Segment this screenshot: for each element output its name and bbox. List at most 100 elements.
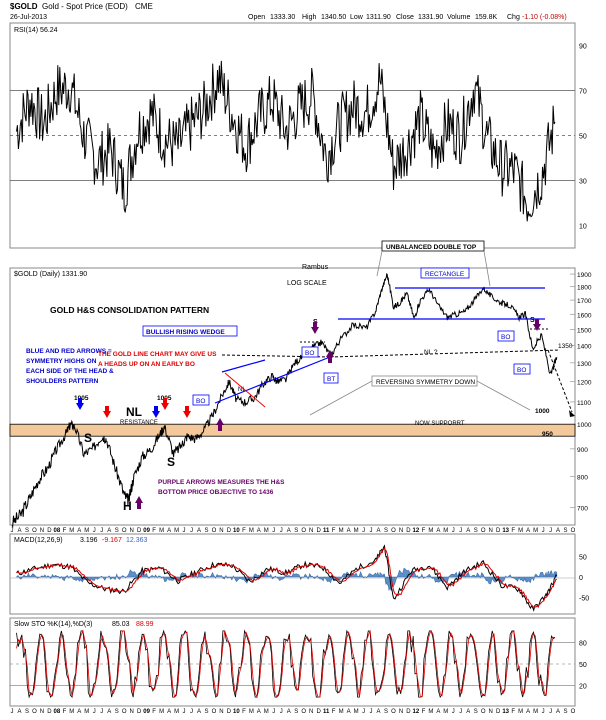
price-x-tick-69: A xyxy=(526,528,530,534)
sto-x-tick-4: N xyxy=(40,709,44,715)
sto-x-tick-11: J xyxy=(93,709,96,715)
small-wedge-red-line xyxy=(224,372,266,408)
low-label: Low xyxy=(350,14,364,21)
blue-arrow-right-1-stem xyxy=(154,406,158,412)
wedge-label: BULLISH RISING WEDGE xyxy=(146,329,225,336)
sto-x-tick-61: A xyxy=(466,709,470,715)
macd-tick-label-1: 0 xyxy=(579,575,583,582)
red-arrow-left xyxy=(103,411,111,418)
price-x-tick-41: D xyxy=(317,528,322,534)
sto-legend-label: Slow STO %K(14),%D(3) xyxy=(14,621,92,628)
price-tick-label-4: 1100 xyxy=(577,400,591,407)
price-x-tick-5: D xyxy=(47,528,52,534)
rsi-legend: RSI(14) 56.24 xyxy=(14,27,58,34)
gold-line-note: THE GOLD LINE CHART MAY GIVE US A HEADS … xyxy=(98,351,218,368)
bo-label-3: BO xyxy=(501,334,510,341)
sto-x-tick-69: A xyxy=(526,709,530,715)
price-x-tick-43: F xyxy=(332,528,336,534)
sto-k-value: 85.03 xyxy=(112,621,130,628)
price-x-tick-72: J xyxy=(549,528,552,534)
sto-tick-label-0: 20 xyxy=(579,684,587,691)
price-x-tick-47: J xyxy=(362,528,365,534)
price-x-tick-60: J xyxy=(459,528,462,534)
price-x-tick-62: S xyxy=(474,528,478,534)
red-arrow-right-2 xyxy=(183,411,191,418)
price-x-tick-31: F xyxy=(242,528,246,534)
price-x-tick-9: A xyxy=(77,528,81,534)
sto-x-tick-20: M xyxy=(159,709,164,715)
wedge-lower-line xyxy=(214,356,331,404)
sto-x-tick-6: 08 xyxy=(54,709,61,715)
price-x-tick-68: M xyxy=(518,528,523,534)
price-title: $GOLD (Daily) 1331.90 xyxy=(14,271,87,278)
sto-x-tick-64: N xyxy=(489,709,493,715)
sto-x-tick-0: J xyxy=(11,709,14,715)
bo-box-3 xyxy=(497,330,515,342)
sto-x-tick-19: F xyxy=(152,709,156,715)
bo-label-4: BO xyxy=(517,367,526,374)
sto-x-tick-25: A xyxy=(197,709,201,715)
rsi-tick-label-0: 10 xyxy=(579,224,587,231)
exchange: CME xyxy=(135,2,153,11)
price-x-tick-37: A xyxy=(287,528,291,534)
level-1000: 1000 xyxy=(535,408,550,415)
macd-value: 3.196 xyxy=(80,537,98,544)
resistance-label: RESISTANCE xyxy=(120,420,158,426)
now-support-label: NOW SUPPORRT xyxy=(415,421,465,427)
price-x-tick-61: A xyxy=(466,528,470,534)
purple-arrow-top xyxy=(311,327,319,334)
sto-d-line xyxy=(16,629,556,699)
price-panel xyxy=(9,267,576,526)
price-x-tick-6: 08 xyxy=(54,528,61,534)
sto-x-tick-74: S xyxy=(563,709,567,715)
purple-arrow-breakout xyxy=(216,418,224,425)
open-label: Open xyxy=(248,14,265,21)
price-x-tick-23: J xyxy=(183,528,186,534)
sto-tick-label-2: 80 xyxy=(579,640,587,647)
sto-x-tick-62: S xyxy=(474,709,478,715)
price-tick-label-10: 1700 xyxy=(577,298,592,305)
bo-box-1 xyxy=(192,394,210,406)
price-x-tick-34: M xyxy=(264,528,269,534)
sto-x-tick-49: A xyxy=(376,709,380,715)
macd-histogram-area xyxy=(15,567,558,592)
price-x-tick-54: 12 xyxy=(413,528,420,534)
sto-x-tick-39: O xyxy=(301,709,306,715)
macd-tick-label-0: 50 xyxy=(579,554,587,561)
price-x-tick-51: O xyxy=(391,528,396,534)
sto-x-tick-59: J xyxy=(452,709,455,715)
macd-histogram-value: 12.363 xyxy=(126,537,148,544)
sto-x-tick-41: D xyxy=(317,709,322,715)
double-top-box xyxy=(381,240,485,252)
arrows-note: BLUE AND RED ARROWS = SYMMETRY HIGHS ON … xyxy=(26,348,116,385)
blue-arrow-left-1-stem xyxy=(78,398,82,404)
rsi-tick-label-3: 70 xyxy=(579,89,587,96)
purple-arrow-bt-stem xyxy=(328,357,332,363)
price-x-tick-27: O xyxy=(212,528,217,534)
level-950: 950 xyxy=(542,431,553,438)
open-value: 1333.30 xyxy=(270,14,295,21)
right-shoulder-label: S xyxy=(167,455,175,469)
purple-arrow-top-stem xyxy=(313,322,317,328)
sto-x-tick-14: S xyxy=(115,709,119,715)
price-tick-label-9: 1600 xyxy=(577,312,592,319)
price-x-tick-2: S xyxy=(25,528,29,534)
price-tick-label-7: 1400 xyxy=(577,344,592,351)
sto-x-tick-34: M xyxy=(264,709,269,715)
sto-x-tick-57: A xyxy=(436,709,440,715)
double-top-pointer-left xyxy=(376,250,383,277)
price-x-tick-56: M xyxy=(428,528,433,534)
price-x-tick-16: N xyxy=(130,528,134,534)
target-projection-line xyxy=(547,349,573,413)
price-x-tick-40: N xyxy=(309,528,313,534)
rsi-tick-label-4: 90 xyxy=(579,44,587,51)
purple-arrow-breakout-stem xyxy=(218,425,222,431)
macd-signal-value: -9.167 xyxy=(102,537,122,544)
sto-x-tick-42: 11 xyxy=(323,709,330,715)
macd-signal-line xyxy=(16,546,557,609)
sto-x-tick-31: F xyxy=(242,709,246,715)
price-x-tick-18: 09 xyxy=(143,528,150,534)
price-x-tick-57: A xyxy=(436,528,440,534)
price-x-tick-30: 10 xyxy=(233,528,240,534)
